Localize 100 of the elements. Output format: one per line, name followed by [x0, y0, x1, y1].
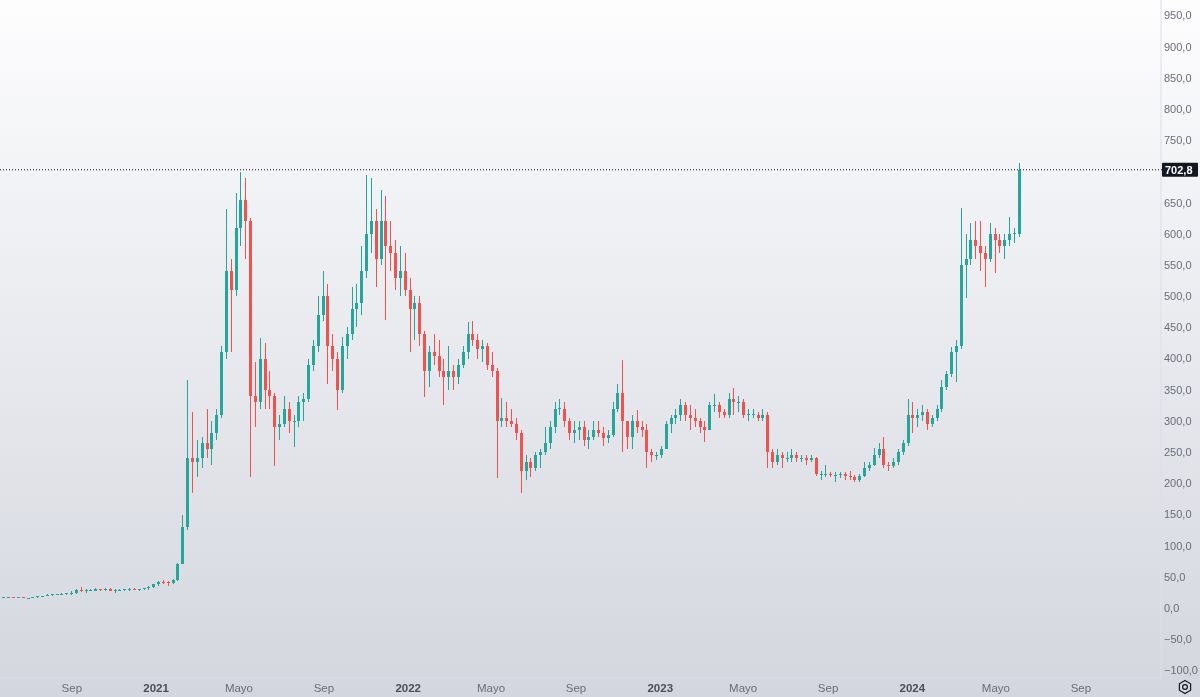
candlestick [955, 339, 958, 383]
candlestick [486, 342, 489, 371]
candlestick [824, 464, 827, 478]
candlestick [457, 358, 460, 385]
y-tick-label: 450,0 [1164, 321, 1192, 334]
candlestick [515, 417, 518, 441]
candlestick [554, 401, 557, 434]
candlestick [583, 420, 586, 447]
candlestick [433, 333, 436, 366]
candlestick [684, 401, 687, 422]
candlestick [728, 392, 731, 419]
x-tick-label: Sep [1070, 682, 1092, 694]
y-tick-label: 950,0 [1164, 9, 1192, 22]
y-tick-label: 750,0 [1164, 134, 1192, 147]
candlestick [268, 370, 271, 410]
y-tick-label: 600,0 [1164, 227, 1192, 240]
candlestick [737, 395, 740, 413]
y-tick-label: 400,0 [1164, 352, 1192, 365]
y-tick-label: 0,0 [1164, 601, 1180, 614]
candlestick [984, 245, 987, 288]
candlestick [940, 379, 943, 413]
candlestick [998, 233, 1001, 254]
x-tick-label: Mayo [981, 682, 1010, 694]
candlestick [573, 420, 576, 444]
candlestick [694, 408, 697, 428]
candlestick [399, 245, 402, 297]
candlestick [471, 320, 474, 347]
x-tick-label: 2022 [395, 682, 421, 694]
candlestick [994, 227, 997, 274]
candlestick [815, 456, 818, 477]
x-tick-label: Sep [313, 682, 335, 694]
y-tick-label: 50,0 [1164, 570, 1186, 583]
candlestick [244, 177, 247, 260]
candlestick [293, 414, 296, 448]
candlestick [302, 392, 305, 422]
candlestick [800, 454, 803, 463]
candlestick [626, 420, 629, 450]
candlestick [476, 333, 479, 360]
y-tick-label: 250,0 [1164, 446, 1192, 459]
candlestick [631, 414, 634, 450]
candlestick [979, 220, 982, 272]
candlestick [331, 333, 334, 372]
candlestick [254, 361, 257, 428]
candlestick [558, 398, 561, 416]
x-tick-label: Mayo [477, 682, 506, 694]
candlestick [201, 436, 204, 469]
y-tick-label: −50,0 [1164, 633, 1192, 646]
candlestick [491, 351, 494, 378]
candlestick [210, 420, 213, 466]
x-tick-label: Sep [565, 682, 587, 694]
y-tick-label: 550,0 [1164, 258, 1192, 271]
candlestick [442, 358, 445, 406]
candlestick [438, 339, 441, 378]
candlestick [428, 345, 431, 388]
candlestick [1003, 233, 1006, 260]
candlestick [481, 339, 484, 363]
y-tick-label: 200,0 [1164, 477, 1192, 490]
candlestick [297, 395, 300, 428]
candlestick [636, 409, 639, 434]
candlestick [965, 233, 968, 299]
candlestick [645, 423, 648, 469]
candlestick [578, 420, 581, 441]
candlestick [747, 408, 750, 422]
candlestick [413, 295, 416, 341]
candlestick [191, 411, 194, 494]
candlestick [322, 270, 325, 322]
y-tick-label: 650,0 [1164, 196, 1192, 209]
y-tick-label: 800,0 [1164, 103, 1192, 115]
candlestick [370, 177, 373, 254]
candlestick [505, 401, 508, 428]
candlestick [404, 252, 407, 297]
y-tick-label: 100,0 [1164, 539, 1192, 552]
candlestick [206, 408, 209, 459]
y-tick-label: 850,0 [1164, 71, 1192, 84]
candlestick [544, 426, 547, 456]
candlestick [713, 393, 716, 413]
candlestick [882, 436, 885, 469]
candlestick [786, 451, 789, 463]
candlestick [587, 429, 590, 450]
x-tick-label: Mayo [729, 682, 758, 694]
y-tick-label: 300,0 [1164, 414, 1192, 427]
candlestick [534, 451, 537, 472]
x-tick-label: Sep [817, 682, 839, 694]
candlestick [592, 420, 595, 441]
candlestick [974, 220, 977, 260]
candlestick [389, 220, 392, 272]
x-tick-label: Sep [61, 682, 83, 694]
candlestick [568, 417, 571, 441]
candlestick [288, 401, 291, 434]
candlestick [602, 426, 605, 447]
candlestick [447, 345, 450, 391]
candlestick [525, 454, 528, 481]
candlestick [230, 258, 233, 353]
y-tick-label: −100,0 [1164, 664, 1198, 677]
candlestick [1008, 216, 1011, 247]
candlestick [679, 398, 682, 422]
candlestick [549, 420, 552, 450]
candlestick [283, 395, 286, 428]
candlestick [467, 321, 470, 360]
candlestick [969, 222, 972, 266]
